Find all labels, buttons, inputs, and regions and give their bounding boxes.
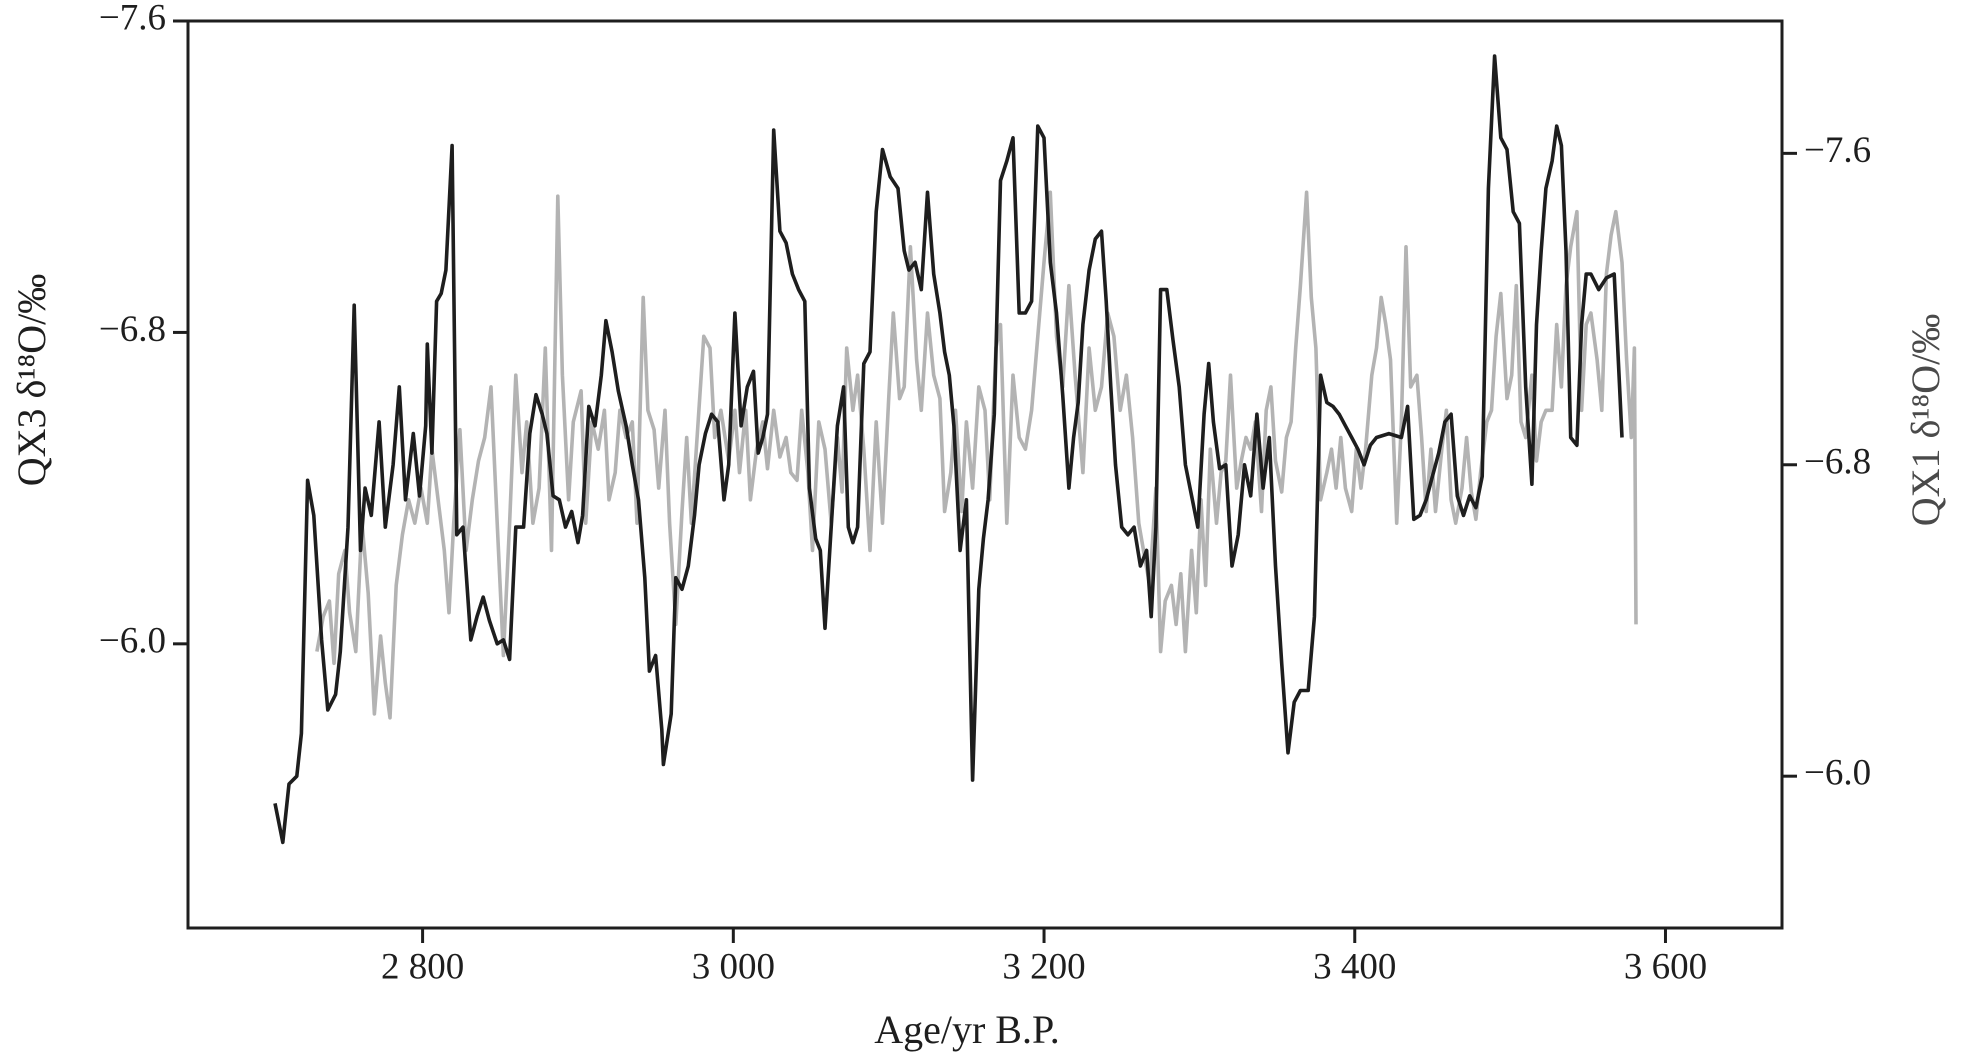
x-tick-label: 3 600	[1624, 946, 1707, 987]
y-axis-title: QX3 δ¹⁸O/‰	[9, 274, 54, 487]
plot-frame	[186, 19, 1784, 930]
y2-tick-label: −6.0	[1804, 753, 1871, 794]
data-line	[273, 54, 1624, 845]
y2-axis-title: QX1 δ¹⁸O/‰	[1903, 314, 1948, 527]
x-tick-label: 3 400	[1313, 946, 1396, 987]
x-tick-label: 2 800	[381, 946, 464, 987]
x-tick-label: 3 000	[692, 946, 775, 987]
x-axis-title: Age/yr B.P.	[874, 1007, 1060, 1052]
y-tick-label: −6.0	[99, 620, 166, 661]
y-tick-label: −6.8	[99, 309, 166, 350]
y2-tick-label: −7.6	[1804, 130, 1871, 171]
x-tick-label: 3 200	[1002, 946, 1085, 987]
y-tick-label: −7.6	[99, 0, 166, 38]
y2-tick-label: −6.8	[1804, 441, 1871, 482]
